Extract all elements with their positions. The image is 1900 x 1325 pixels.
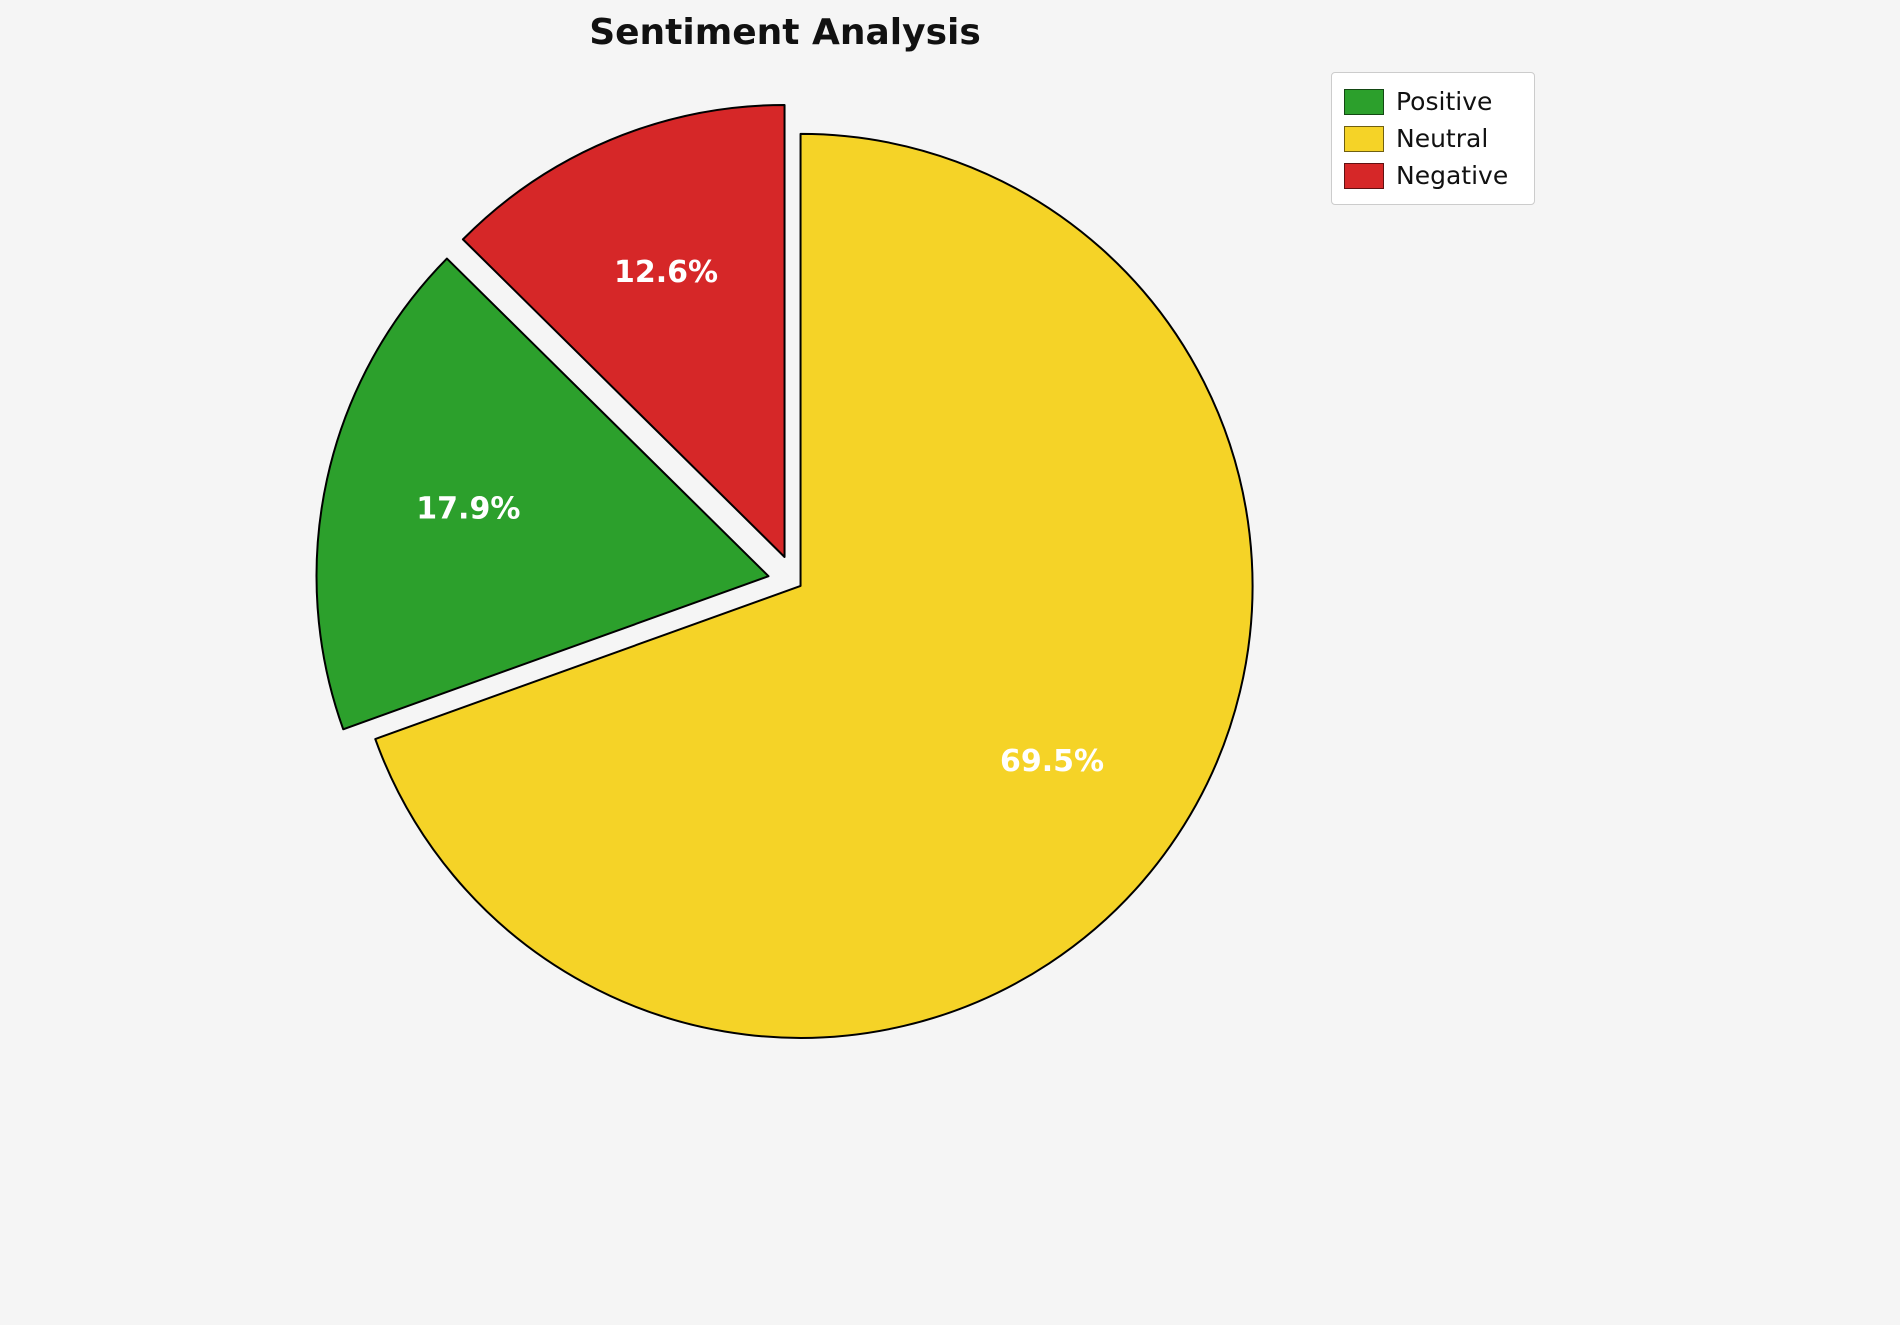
legend-label-positive: Positive: [1396, 87, 1493, 116]
pie-slice-pct-negative: 12.6%: [614, 255, 718, 290]
legend-item-positive: Positive: [1344, 83, 1522, 120]
pie-slice-neutral: [374, 132, 1254, 1039]
chart-title: Sentiment Analysis: [589, 12, 981, 53]
legend-swatch-neutral: [1344, 125, 1384, 152]
pie-slice-negative: [461, 103, 786, 558]
legend-item-neutral: Neutral: [1344, 120, 1522, 157]
legend: Positive Neutral Negative: [1331, 72, 1535, 205]
legend-label-neutral: Neutral: [1396, 124, 1489, 153]
pie-slice-pct-positive: 17.9%: [416, 492, 520, 527]
pie-slice-positive: [315, 257, 770, 731]
legend-label-negative: Negative: [1396, 161, 1509, 190]
pie-slice-pct-neutral: 69.5%: [1000, 744, 1104, 779]
legend-swatch-positive: [1344, 88, 1384, 115]
legend-swatch-negative: [1344, 162, 1384, 189]
legend-item-negative: Negative: [1344, 157, 1522, 194]
